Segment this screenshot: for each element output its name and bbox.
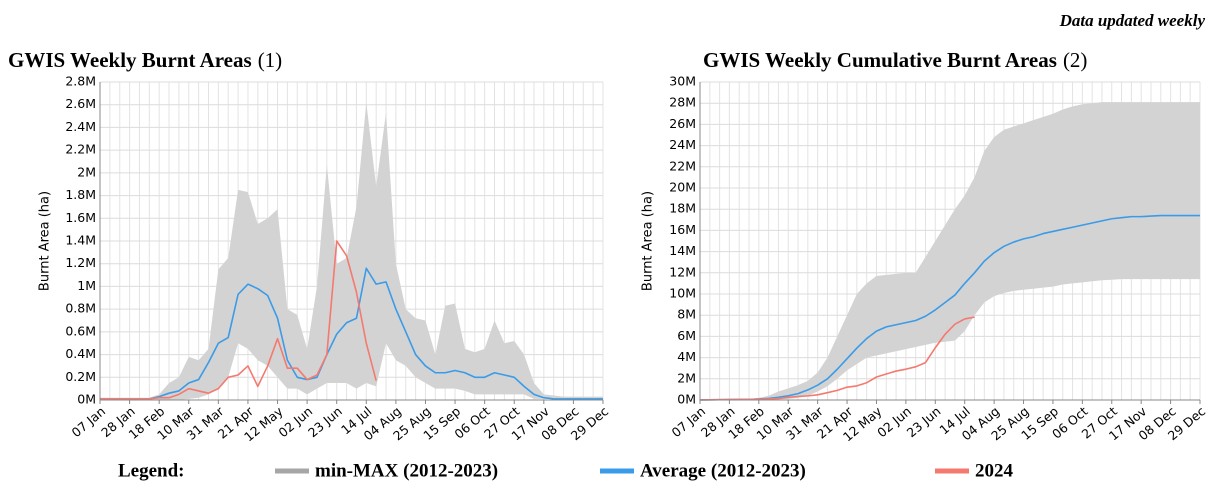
y-tick-label: 0.8M xyxy=(65,301,96,316)
y-tick-label: 4M xyxy=(677,349,696,364)
y-tick-label: 2.2M xyxy=(65,142,96,157)
y-tick-label: 2.8M xyxy=(65,74,96,89)
series-line xyxy=(100,240,377,400)
legend-label: min-MAX (2012-2023) xyxy=(315,460,498,481)
legend-label: 2024 xyxy=(975,460,1014,481)
series-line xyxy=(699,316,975,401)
y-tick-label: 26M xyxy=(669,116,696,131)
y-tick-label: 22M xyxy=(669,158,696,173)
y-tick-label: 24M xyxy=(669,137,696,152)
y-tick-label: 2M xyxy=(677,370,696,385)
y-tick-label: 6M xyxy=(677,328,696,343)
y-tick-label: 1.6M xyxy=(65,210,96,225)
y-axis-title: Burnt Area (ha) xyxy=(641,191,656,291)
y-tick-label: 2.4M xyxy=(65,119,96,134)
series-line xyxy=(699,214,1200,401)
y-tick-label: 12M xyxy=(669,264,696,279)
min-max-band xyxy=(100,102,603,400)
x-tick-label: 23 Jun xyxy=(305,403,345,440)
chart-title-ref: (2) xyxy=(1063,48,1088,72)
x-tick-label: 23 Jun xyxy=(904,403,944,440)
y-tick-label: 14M xyxy=(669,243,696,258)
update-note: Data updated weekly xyxy=(1059,11,1206,30)
y-tick-label: 8M xyxy=(677,307,696,322)
y-tick-label: 0.4M xyxy=(65,346,96,361)
y-tick-label: 1.8M xyxy=(65,187,96,202)
y-tick-label: 1.4M xyxy=(65,233,96,248)
y-tick-label: 20M xyxy=(669,180,696,195)
y-tick-label: 1M xyxy=(77,278,96,293)
y-tick-label: 2M xyxy=(77,164,96,179)
y-tick-label: 0M xyxy=(677,392,696,407)
min-max-band xyxy=(700,102,1200,400)
series-line xyxy=(100,267,603,400)
y-tick-label: 1.2M xyxy=(65,255,96,270)
y-tick-label: 10M xyxy=(669,286,696,301)
y-tick-label: 30M xyxy=(669,74,696,89)
y-tick-label: 2.6M xyxy=(65,96,96,111)
chart-title: GWIS Weekly Burnt Areas xyxy=(8,48,252,72)
y-tick-label: 0.6M xyxy=(65,323,96,338)
chart-title-ref: (1) xyxy=(258,48,283,72)
legend-label: Average (2012-2023) xyxy=(640,460,806,481)
y-axis-title: Burnt Area (ha) xyxy=(38,191,53,291)
y-tick-label: 18M xyxy=(669,201,696,216)
y-tick-label: 0.2M xyxy=(65,369,96,384)
y-tick-label: 0M xyxy=(77,392,96,407)
chart-title: GWIS Weekly Cumulative Burnt Areas xyxy=(703,48,1057,72)
y-tick-label: 16M xyxy=(669,222,696,237)
y-tick-label: 28M xyxy=(669,95,696,110)
legend-title: Legend: xyxy=(118,460,185,481)
